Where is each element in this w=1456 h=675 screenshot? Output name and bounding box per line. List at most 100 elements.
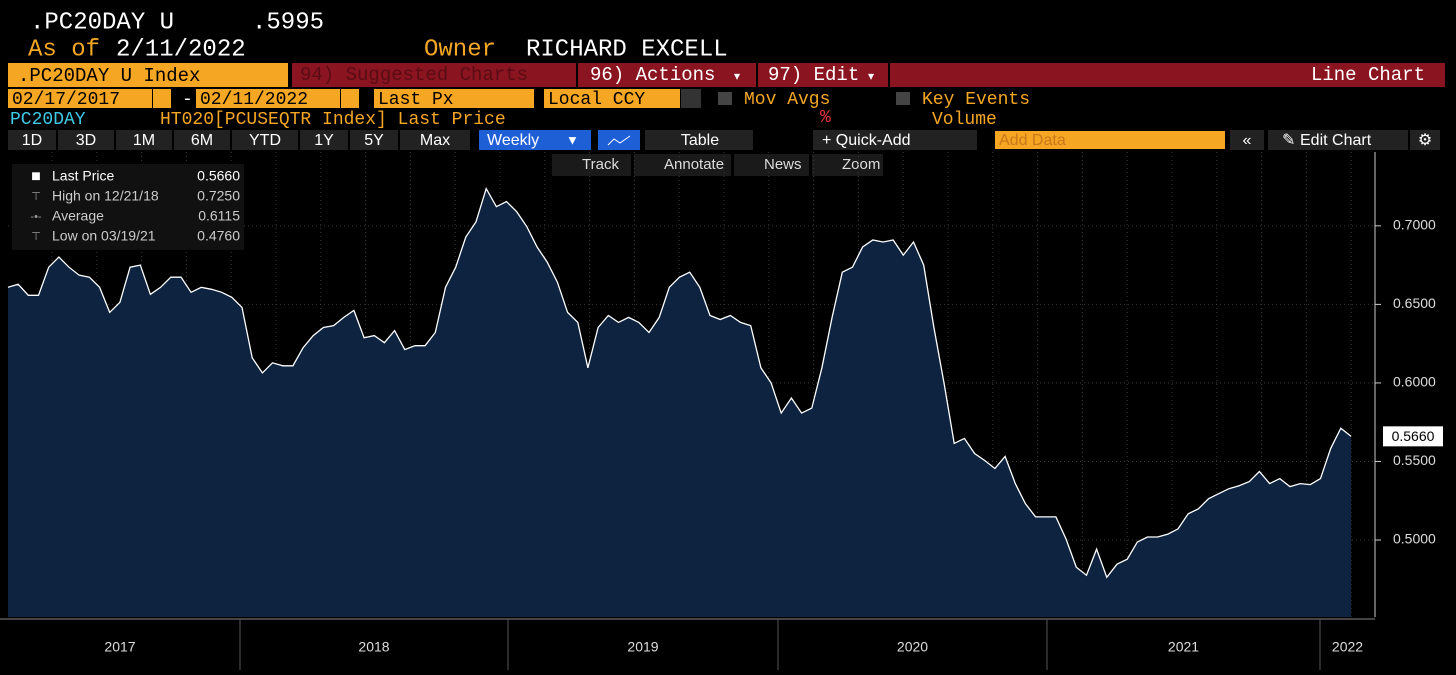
legend-label: Low on 03/19/21 bbox=[52, 228, 156, 244]
end-field[interactable] bbox=[196, 89, 340, 108]
period: 6M bbox=[191, 132, 213, 149]
period: 1D bbox=[22, 132, 42, 149]
period-btn[interactable] bbox=[232, 130, 298, 150]
period: Max bbox=[420, 132, 450, 149]
start-field[interactable] bbox=[8, 89, 152, 108]
as-of-label: As of bbox=[28, 36, 100, 63]
dash: - bbox=[182, 90, 193, 110]
legend-box bbox=[12, 164, 244, 250]
last-value: 0.5660 bbox=[1392, 428, 1435, 444]
collapse: « bbox=[1243, 132, 1252, 149]
field: Last Px bbox=[378, 90, 454, 110]
x-tick-label: 2021 bbox=[1168, 639, 1199, 655]
legend-symbol: -•- bbox=[30, 211, 42, 223]
end: 02/11/2022 bbox=[200, 90, 308, 110]
tool-btn[interactable] bbox=[552, 154, 631, 176]
toolbar-bar bbox=[292, 63, 1445, 87]
quick-add-btn[interactable] bbox=[813, 130, 977, 150]
price: .5995 bbox=[252, 9, 324, 36]
x-tick-label: 2019 bbox=[627, 639, 658, 655]
tool-btn[interactable] bbox=[634, 154, 731, 176]
range-row: 02/17/2017 - 02/11/2022 Last Px Local CC… bbox=[8, 89, 1030, 110]
cal[interactable] bbox=[153, 89, 171, 108]
edit-chart-btn[interactable] bbox=[1268, 130, 1408, 150]
line bbox=[7, 186, 1352, 579]
icon bbox=[607, 135, 631, 146]
security-box[interactable] bbox=[8, 63, 288, 87]
field-box[interactable] bbox=[374, 89, 534, 108]
collapse-btn[interactable] bbox=[1230, 130, 1264, 150]
checkbox[interactable] bbox=[718, 92, 732, 105]
tool: Zoom bbox=[842, 156, 880, 173]
y-tick-label: 0.6000 bbox=[1393, 374, 1436, 390]
x-tick-label: 2022 bbox=[1332, 639, 1363, 655]
period-btn[interactable] bbox=[174, 130, 230, 150]
sep bbox=[756, 63, 758, 87]
period: 3D bbox=[76, 132, 96, 149]
series-desc: HT020[PCUSEQTR Index] Last Price bbox=[160, 110, 506, 130]
cal[interactable] bbox=[341, 89, 359, 108]
tool-btn[interactable] bbox=[734, 154, 809, 176]
tool: Annotate bbox=[664, 156, 724, 173]
caret: ▾ bbox=[734, 70, 740, 84]
x-tick-label: 2018 bbox=[358, 639, 389, 655]
period-btn[interactable] bbox=[116, 130, 172, 150]
frequency-btn[interactable] bbox=[479, 130, 591, 150]
period-btn[interactable] bbox=[350, 130, 398, 150]
pct: % bbox=[820, 108, 831, 128]
table: Table bbox=[681, 132, 719, 149]
ticker: .PC20DAY U bbox=[30, 9, 174, 36]
period: 5Y bbox=[364, 132, 384, 149]
caret: ▼ bbox=[566, 132, 579, 147]
legend-value: 0.7250 bbox=[197, 188, 240, 204]
actions[interactable]: 96) Actions bbox=[590, 64, 715, 86]
suggested[interactable]: 94) Suggested Charts bbox=[300, 64, 528, 86]
start: 02/17/2017 bbox=[12, 90, 120, 110]
sep bbox=[888, 63, 890, 87]
tool: News bbox=[764, 156, 802, 173]
period-btn[interactable] bbox=[300, 130, 348, 150]
frequency: Weekly bbox=[487, 132, 539, 149]
line-icon[interactable] bbox=[598, 130, 640, 150]
legend-label: Average bbox=[52, 208, 104, 224]
dropdown[interactable] bbox=[681, 89, 701, 108]
legend-symbol: ⊤ bbox=[31, 191, 41, 203]
period-btn[interactable] bbox=[400, 130, 470, 150]
tool-btn[interactable] bbox=[812, 154, 883, 176]
table-btn[interactable] bbox=[645, 130, 753, 150]
last-value-box bbox=[1383, 426, 1443, 447]
volume: Volume bbox=[932, 110, 997, 130]
x-tick-label: 2020 bbox=[897, 639, 928, 655]
y-tick-label: 0.6500 bbox=[1393, 295, 1436, 311]
legend-symbol: ■ bbox=[31, 168, 41, 185]
ccy-box[interactable] bbox=[544, 89, 680, 108]
edit-chart: Edit Chart bbox=[1300, 132, 1372, 149]
owner-label: Owner bbox=[424, 36, 496, 63]
checkbox[interactable] bbox=[896, 92, 910, 105]
caret: ▾ bbox=[868, 70, 874, 84]
edit[interactable]: 97) Edit bbox=[768, 64, 859, 86]
legend-symbol: ⊤ bbox=[31, 231, 41, 243]
sep bbox=[576, 63, 578, 87]
period-row: 1D 3D 1M 6M YTD 1Y 5Y Max bbox=[8, 130, 470, 150]
currency: Local CCY bbox=[548, 90, 645, 110]
legend-value: 0.4760 bbox=[197, 228, 240, 244]
legend-label: High on 12/21/18 bbox=[52, 188, 159, 204]
period-btn[interactable] bbox=[58, 130, 114, 150]
security: .PC20DAY U Index bbox=[18, 65, 200, 87]
x-tick-label: 2017 bbox=[104, 639, 135, 655]
tool: Track bbox=[582, 156, 619, 173]
tools-row: Track Annotate News Zoom bbox=[552, 154, 883, 176]
owner: RICHARD EXCELL bbox=[526, 36, 728, 63]
period-btn[interactable] bbox=[8, 130, 56, 150]
legend-value: 0.5660 bbox=[197, 168, 240, 184]
toolbar: .PC20DAY U Index 94) Suggested Charts 96… bbox=[8, 63, 1445, 87]
area bbox=[8, 188, 1351, 617]
gear-btn[interactable] bbox=[1410, 130, 1440, 150]
controls: Weekly ▼ Table + Quick-Add Add Data « Ed… bbox=[479, 130, 1440, 150]
legend-value: 0.6115 bbox=[198, 208, 240, 224]
y-tick-label: 0.7000 bbox=[1393, 217, 1436, 233]
add-data-box[interactable] bbox=[995, 131, 1225, 149]
